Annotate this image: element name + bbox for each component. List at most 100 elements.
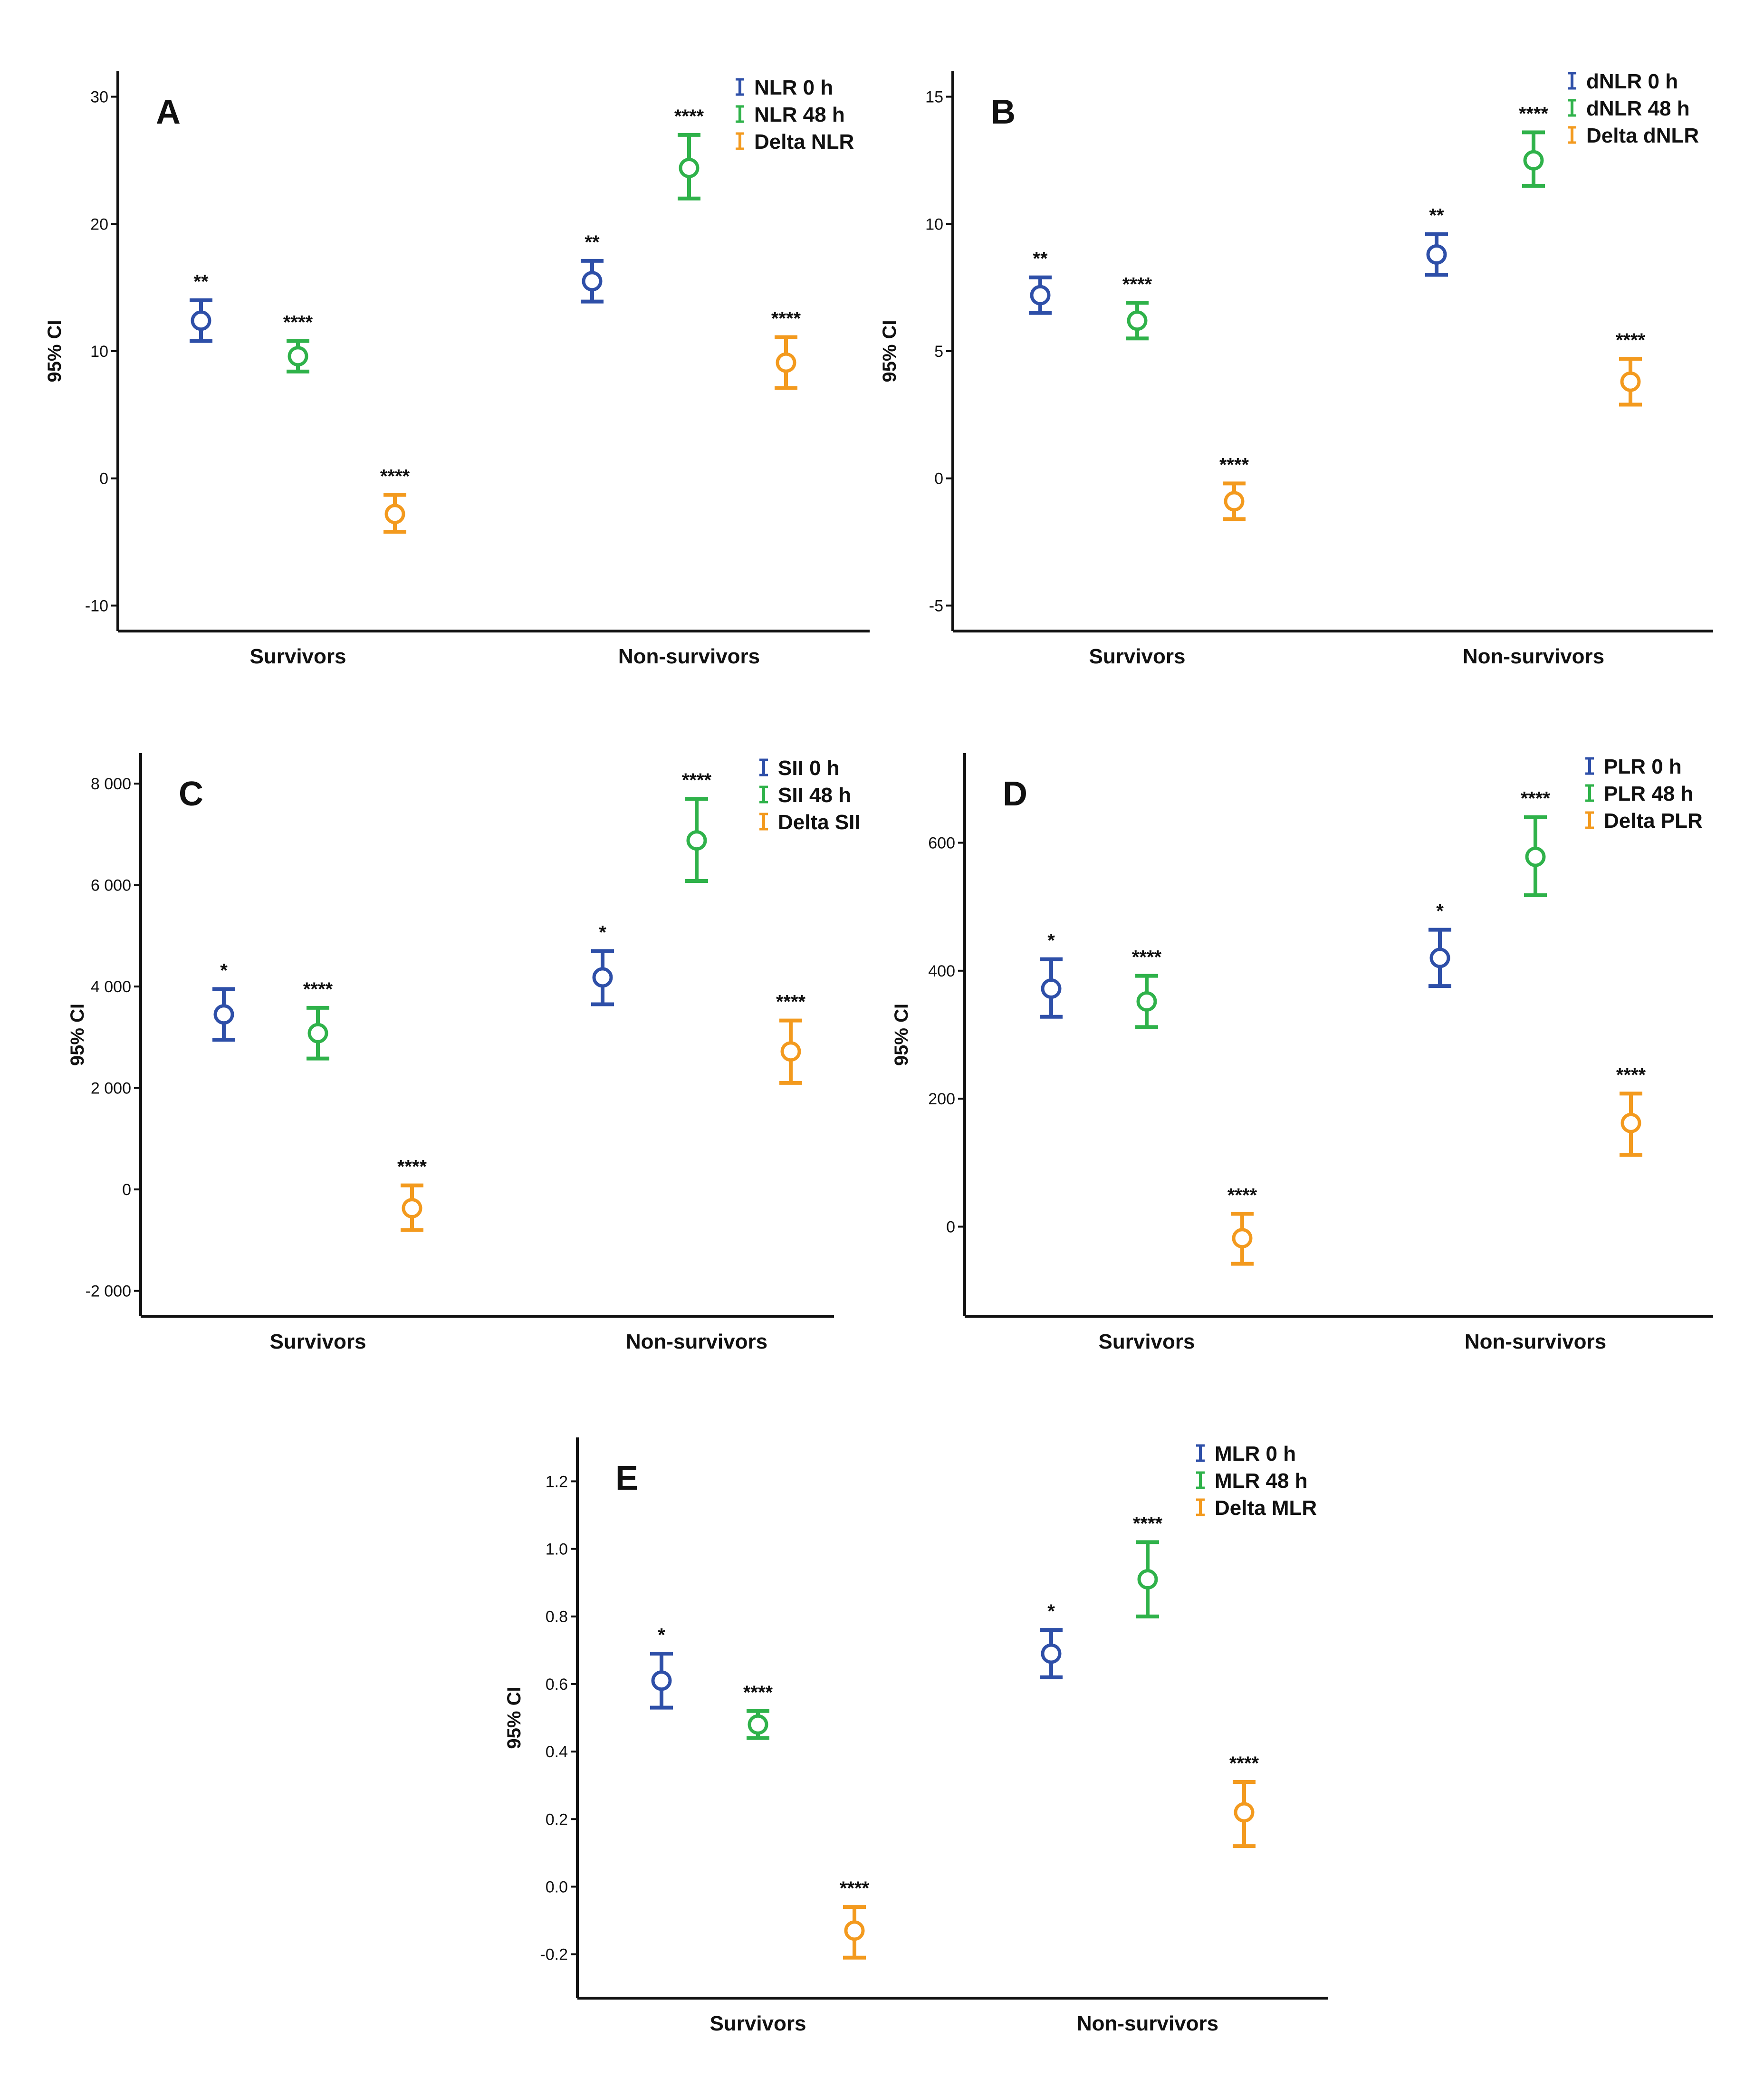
y-tick-label: 600: [928, 834, 955, 852]
mean-marker: [780, 1041, 801, 1062]
legend-label: Delta dNLR: [1586, 124, 1699, 147]
y-tick-label: 0.6: [546, 1675, 568, 1694]
mean-marker: [213, 1004, 234, 1025]
y-tick-label: 20: [90, 215, 108, 233]
legend-label: dNLR 0 h: [1586, 70, 1678, 93]
y-tick-label: 4 000: [91, 978, 131, 996]
mean-marker: [191, 310, 211, 331]
error-bar-point: ****: [1227, 1185, 1257, 1266]
error-bar-point: ****: [397, 1157, 427, 1232]
legend-label: NLR 0 h: [754, 76, 833, 99]
significance-label: ****: [1616, 330, 1646, 351]
error-bar-point: ****: [1229, 1753, 1259, 1848]
mean-marker: [1137, 1569, 1158, 1590]
legend: NLR 0 h NLR 48 h Delta NLR: [736, 76, 854, 153]
error-bar-point: ****: [743, 1682, 773, 1740]
y-tick-label: 400: [928, 962, 955, 980]
mean-marker: [686, 830, 707, 851]
x-category-label: Non-survivors: [618, 645, 760, 668]
significance-label: ****: [397, 1157, 427, 1178]
panel-c: -2 000 0 2 000 4 000 6 000 8 000 95% CI Survivo…: [67, 753, 861, 1353]
significance-label: ****: [771, 308, 801, 329]
panel-letter: E: [615, 1459, 638, 1497]
x-category-label: Survivors: [250, 645, 346, 668]
significance-label: ****: [1133, 1513, 1163, 1534]
y-tick-label: 2 000: [91, 1080, 131, 1098]
error-bar-point: *: [1040, 930, 1063, 1019]
mean-marker: [1030, 285, 1051, 306]
legend: MLR 0 h MLR 48 h Delta MLR: [1196, 1442, 1317, 1520]
legend-label: Delta MLR: [1215, 1496, 1317, 1520]
mean-marker: [592, 967, 613, 988]
legend-label: SII 48 h: [778, 784, 851, 807]
x-category-label: Non-survivors: [1463, 645, 1604, 668]
error-bar-point: **: [1029, 249, 1052, 315]
legend-label: SII 0 h: [778, 756, 840, 780]
error-bar-point: *: [212, 960, 235, 1042]
mean-marker: [651, 1670, 672, 1691]
mean-marker: [1136, 991, 1157, 1012]
y-tick-label: 0.4: [546, 1743, 568, 1761]
mean-marker: [679, 157, 700, 178]
mean-marker: [1232, 1228, 1253, 1249]
mean-marker: [844, 1920, 865, 1941]
legend-label: PLR 0 h: [1604, 755, 1682, 778]
significance-label: ****: [1616, 1064, 1646, 1085]
panel-letter: B: [991, 93, 1016, 131]
y-tick-label: 10: [925, 215, 943, 233]
mean-marker: [1234, 1802, 1255, 1823]
significance-label: *: [1047, 930, 1055, 951]
y-tick-label: 200: [928, 1090, 955, 1108]
mean-marker: [1523, 150, 1544, 171]
legend-label: Delta SII: [778, 811, 861, 834]
mean-marker: [307, 1023, 328, 1044]
x-category-label: Survivors: [1089, 645, 1186, 668]
error-bar-point: *: [1428, 901, 1451, 988]
y-tick-label: 1.2: [546, 1473, 568, 1491]
legend-label: Delta NLR: [754, 130, 854, 153]
significance-label: *: [599, 922, 606, 943]
legend-label: dNLR 48 h: [1586, 97, 1690, 120]
significance-label: ****: [283, 312, 313, 333]
error-bar-point: ****: [283, 312, 313, 373]
mean-marker: [1525, 846, 1546, 867]
error-bar-point: **: [1425, 205, 1448, 277]
mean-marker: [1127, 310, 1148, 331]
significance-label: ****: [1521, 788, 1551, 809]
significance-label: ****: [1132, 947, 1162, 968]
significance-label: **: [585, 232, 600, 253]
mean-marker: [1426, 244, 1447, 265]
error-bar-point: ****: [380, 466, 410, 534]
y-tick-label: 0.0: [546, 1878, 568, 1896]
legend: PLR 0 h PLR 48 h Delta PLR: [1585, 755, 1703, 833]
legend-label: NLR 48 h: [754, 103, 845, 126]
significance-label: ****: [776, 992, 806, 1013]
error-bar-point: ****: [1616, 330, 1646, 407]
x-category-label: Non-survivors: [1077, 2012, 1218, 2035]
panel-letter: C: [179, 775, 203, 813]
significance-label: ****: [840, 1878, 870, 1899]
error-bar-point: ****: [776, 992, 806, 1085]
significance-label: ****: [303, 979, 333, 1000]
y-axis-title: 95% CI: [67, 1004, 88, 1066]
significance-label: ****: [1227, 1185, 1257, 1206]
y-tick-label: -2 000: [86, 1283, 131, 1301]
mean-marker: [402, 1198, 422, 1219]
mean-marker: [1429, 948, 1450, 968]
error-bar-point: ****: [1122, 274, 1152, 341]
error-bar-point: *: [591, 922, 614, 1006]
significance-label: **: [1033, 249, 1048, 269]
y-tick-label: 0.2: [546, 1810, 568, 1829]
error-bar-point: ****: [682, 770, 712, 883]
error-bar-point: ****: [303, 979, 333, 1061]
error-bar-point: ****: [1616, 1064, 1646, 1157]
mean-marker: [748, 1714, 768, 1735]
mean-marker: [1041, 1643, 1062, 1664]
error-bar-point: ****: [1519, 104, 1549, 188]
legend-label: PLR 48 h: [1604, 782, 1693, 805]
significance-label: *: [1436, 901, 1444, 922]
error-bar-point: **: [190, 271, 212, 343]
y-tick-label: -10: [85, 597, 108, 615]
mean-marker: [776, 352, 796, 373]
